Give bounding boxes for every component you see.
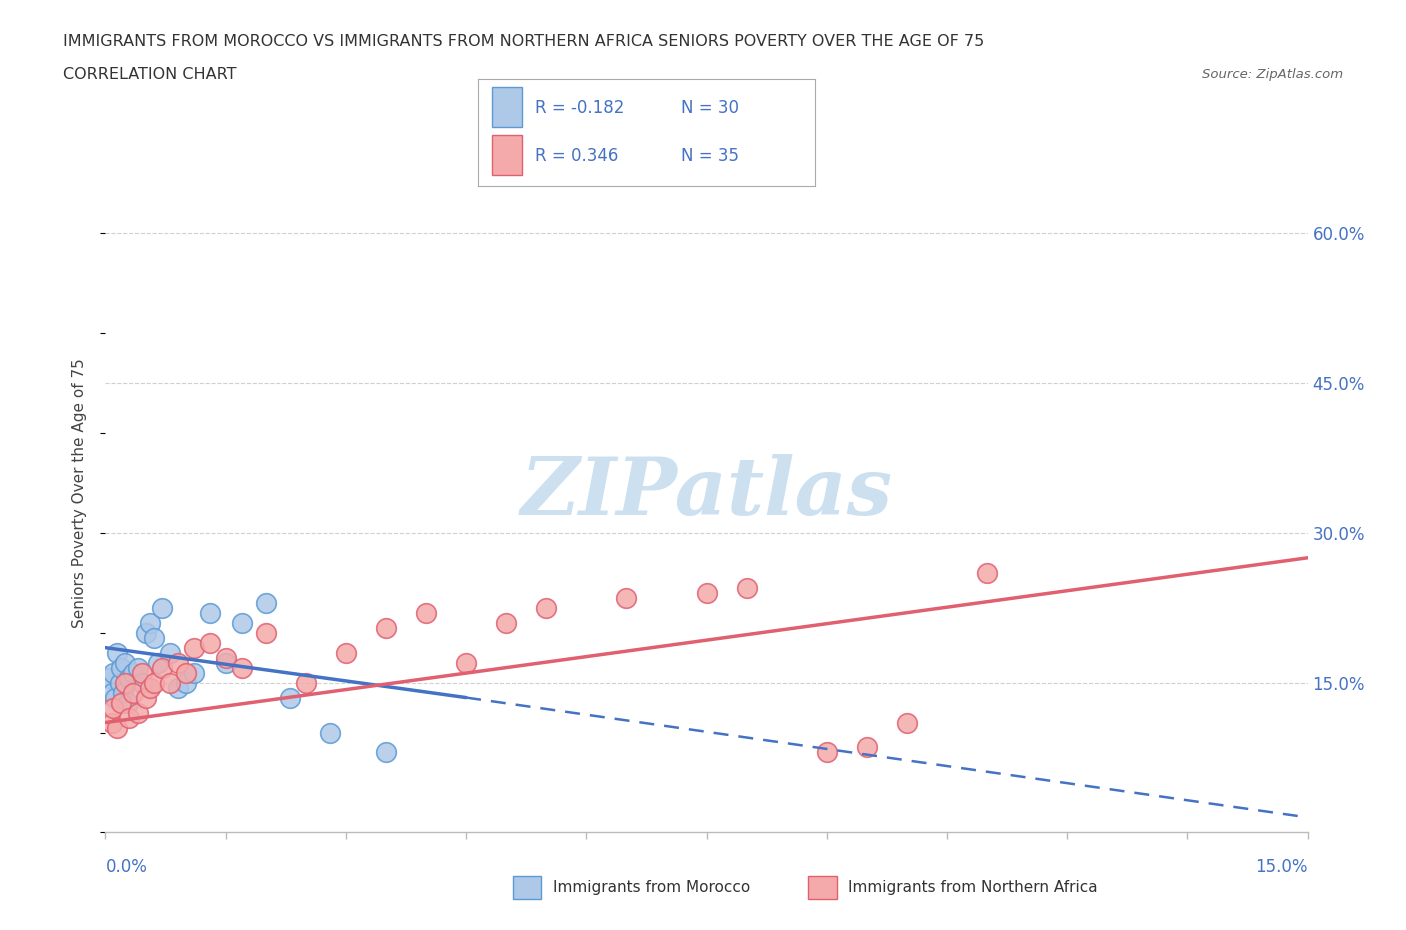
Point <box>131 675 153 690</box>
Point <box>107 645 129 660</box>
Point <box>166 656 188 671</box>
Point <box>108 675 131 690</box>
Text: CORRELATION CHART: CORRELATION CHART <box>63 67 236 82</box>
Bar <box>492 86 522 127</box>
Point <box>101 685 124 700</box>
Point <box>374 620 398 635</box>
Point <box>534 600 557 615</box>
Point <box>114 675 136 690</box>
Point <box>127 660 149 675</box>
Point <box>174 665 197 680</box>
Point <box>118 671 141 685</box>
Point <box>319 725 342 740</box>
Point <box>415 605 437 620</box>
Point <box>138 616 160 631</box>
Point <box>295 675 318 690</box>
Point <box>696 585 718 600</box>
Point <box>107 720 129 735</box>
Point <box>103 700 125 715</box>
Point <box>495 616 517 631</box>
Point <box>135 690 157 705</box>
Point <box>146 656 169 671</box>
Point <box>254 625 277 640</box>
Point <box>214 650 236 665</box>
Point <box>278 690 301 705</box>
Text: 15.0%: 15.0% <box>1256 857 1308 876</box>
Point <box>214 656 236 671</box>
Point <box>103 665 125 680</box>
Text: N = 30: N = 30 <box>681 99 738 117</box>
Y-axis label: Seniors Poverty Over the Age of 75: Seniors Poverty Over the Age of 75 <box>72 358 87 628</box>
Point <box>616 591 638 605</box>
Text: N = 35: N = 35 <box>681 147 738 165</box>
Text: Immigrants from Morocco: Immigrants from Morocco <box>553 880 749 895</box>
Point <box>101 715 124 730</box>
Text: Immigrants from Northern Africa: Immigrants from Northern Africa <box>848 880 1098 895</box>
Point <box>183 665 205 680</box>
Point <box>142 675 165 690</box>
Point <box>159 645 181 660</box>
Text: IMMIGRANTS FROM MOROCCO VS IMMIGRANTS FROM NORTHERN AFRICA SENIORS POVERTY OVER : IMMIGRANTS FROM MOROCCO VS IMMIGRANTS FR… <box>63 34 984 49</box>
Text: Source: ZipAtlas.com: Source: ZipAtlas.com <box>1202 68 1343 81</box>
Point <box>122 665 145 680</box>
Point <box>198 605 221 620</box>
Point <box>254 595 277 610</box>
Point <box>110 660 132 675</box>
Point <box>98 671 121 685</box>
Point <box>150 600 173 615</box>
Point <box>150 660 173 675</box>
Text: ZIPatlas: ZIPatlas <box>520 454 893 532</box>
Point <box>231 660 253 675</box>
Point <box>117 695 139 710</box>
Point <box>159 675 181 690</box>
Point <box>110 695 132 710</box>
Point <box>166 680 188 695</box>
Point <box>855 740 877 755</box>
Point <box>131 665 153 680</box>
Text: 0.0%: 0.0% <box>105 857 148 876</box>
Point <box>127 705 149 720</box>
Point <box>112 685 135 700</box>
Point <box>183 640 205 655</box>
Point <box>135 625 157 640</box>
Point <box>104 690 127 705</box>
Point <box>374 745 398 760</box>
Point <box>142 631 165 645</box>
Point <box>118 711 141 725</box>
Point <box>976 565 998 580</box>
Text: R = -0.182: R = -0.182 <box>536 99 624 117</box>
Point <box>815 745 838 760</box>
Point <box>122 685 145 700</box>
Point <box>456 656 478 671</box>
Point <box>138 680 160 695</box>
Point <box>198 635 221 650</box>
Point <box>735 580 758 595</box>
Text: R = 0.346: R = 0.346 <box>536 147 619 165</box>
Point <box>114 656 136 671</box>
Point <box>174 675 197 690</box>
Point <box>335 645 357 660</box>
Point <box>896 715 918 730</box>
Bar <box>492 135 522 175</box>
Point <box>231 616 253 631</box>
